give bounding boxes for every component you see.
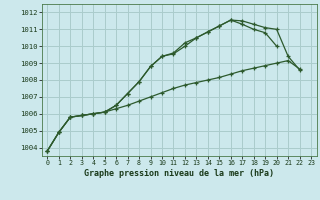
X-axis label: Graphe pression niveau de la mer (hPa): Graphe pression niveau de la mer (hPa) — [84, 169, 274, 178]
